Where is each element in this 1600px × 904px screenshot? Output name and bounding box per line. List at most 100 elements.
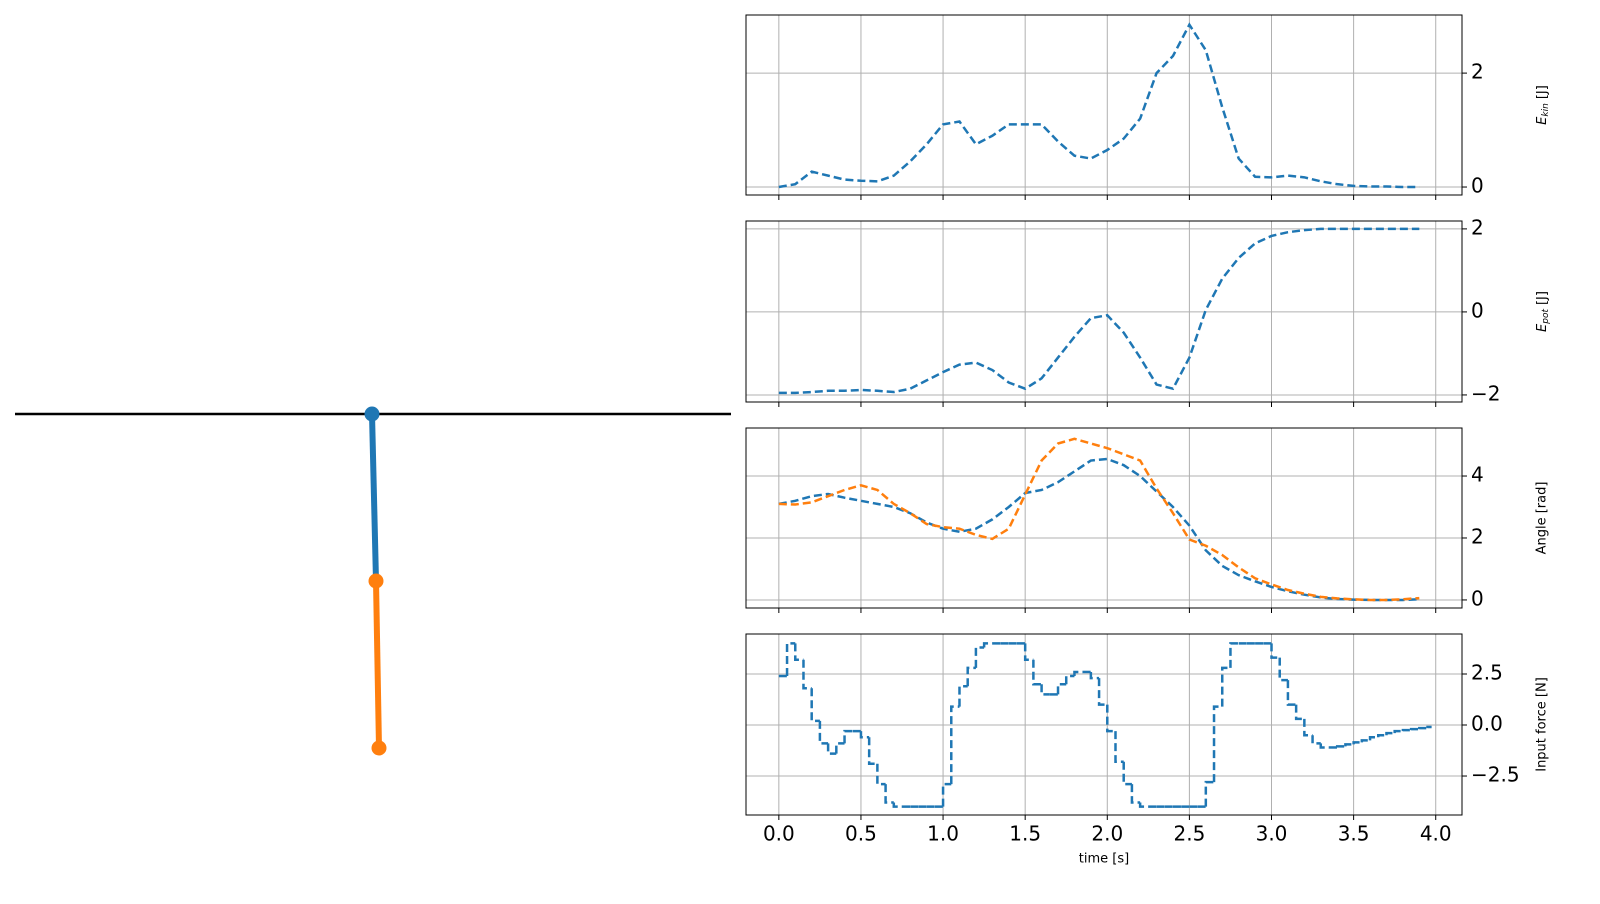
step [1303,718,1313,737]
step [802,659,812,690]
step [1409,727,1420,731]
y-tick-label: 0 [1471,298,1484,322]
step [1335,745,1346,748]
step [982,642,993,648]
line [778,227,1420,395]
step [843,729,853,744]
x-tick-label: 3.5 [1338,822,1370,846]
link-2 [373,580,382,749]
step [835,742,845,754]
x-tick-label: 0.0 [763,822,795,846]
step [1073,670,1083,677]
step [884,784,894,804]
step [859,731,870,739]
step [1220,666,1231,707]
step [1212,705,1223,783]
y-tick-label: −2.5 [1471,763,1520,787]
step [1204,780,1215,807]
step [892,802,903,808]
y-tick-label: 2 [1471,524,1484,548]
step [1114,731,1124,763]
step [1023,643,1034,661]
step [818,720,829,745]
step [1097,678,1108,706]
step [1106,704,1116,733]
step [1089,671,1100,680]
line [778,22,1420,189]
subplot: 0 2 4 Angle [rad] [745,427,1550,613]
ylabel-unit: [J] [1535,85,1550,99]
step [1130,784,1141,804]
step [810,688,820,723]
x-axis-label: time [s] [1079,852,1129,867]
x-tick-label: 2.0 [1091,822,1123,846]
x-tick-label: 3.0 [1256,822,1288,846]
y-tick-label: 2 [1471,215,1484,239]
step [966,666,976,687]
step [1393,729,1403,734]
y-tick-label: 2 [1471,60,1484,84]
step [1270,643,1280,659]
step [1286,680,1297,706]
step [1311,735,1321,745]
step [974,646,985,668]
y-tick-label: −2 [1471,381,1500,405]
x-tick-label: 2.5 [1173,822,1205,846]
ylabel-subscript: kin [1541,103,1551,117]
subplot: 0.0 0.5 1.0 1.5 2.0 2.5 3.0 3.5 4.0 −2.5 0.0 2.5 Inp… [745,633,1550,867]
joint-1 [364,406,380,422]
axes-frame [745,14,1463,196]
step [958,684,968,707]
step [1138,802,1149,808]
y-tick-label: 0 [1471,586,1484,610]
y-tick-label: 0.0 [1471,712,1503,736]
ylabel-symbol: E [1535,323,1550,332]
y-tick-label: 2.5 [1471,660,1503,684]
step [785,642,796,677]
y-axis-label: Epot [J] [1535,291,1551,332]
step [1426,725,1432,729]
y-axis-label: Ekin [J] [1535,85,1551,125]
step [876,763,886,786]
x-tick-label: 4.0 [1420,822,1452,846]
step [1401,728,1412,732]
step [1385,731,1395,736]
axes-frame [745,220,1463,403]
y-tick-label: 0 [1471,174,1484,198]
step [950,705,960,785]
link-1 [369,413,379,582]
line [778,457,1420,602]
step [1032,659,1042,686]
subplot: −2 0 2 Epot [J] [745,215,1551,407]
step [1352,741,1362,745]
axes-frame [745,427,1463,609]
tip [371,740,387,756]
x-tick-label: 1.5 [1009,822,1041,846]
step [1122,761,1132,786]
step [1056,682,1067,695]
ylabel-symbol: E [1535,116,1550,125]
step [794,643,804,661]
step [1229,642,1239,668]
step [1064,674,1075,685]
y-tick-label: 4 [1471,463,1484,487]
x-tick-label: 1.0 [927,822,959,846]
subplot: 0 2 Ekin [J] [745,14,1551,200]
step [1319,743,1329,749]
ylabel-unit: [J] [1535,291,1550,305]
step [1360,739,1371,743]
step [1368,736,1379,741]
step [867,737,878,766]
step [1418,726,1428,730]
y-axis-label: Input force [N] [1535,677,1550,772]
step [941,782,952,807]
step [1377,733,1387,738]
joint-2 [368,573,384,589]
step [1294,704,1305,721]
step [1040,684,1050,696]
step [1344,743,1354,747]
ylabel-subscript: pot [1541,309,1551,325]
step [826,743,837,755]
